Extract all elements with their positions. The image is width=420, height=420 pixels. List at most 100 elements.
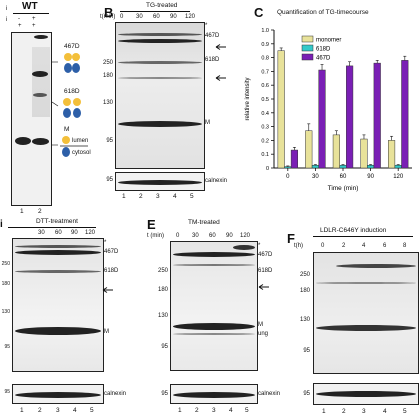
panel-e-time-90: 90 — [226, 233, 233, 239]
panel-b-lane-2: 2 — [139, 193, 143, 200]
panel-e-calnexin-label: calnexin — [258, 391, 281, 397]
panel-a-lane-2: 2 — [38, 208, 42, 215]
panel-e-mw-130: 130 — [157, 313, 168, 319]
panel-d-lane-5: 5 — [90, 407, 94, 414]
panel-e-lane-3: 3 — [212, 407, 216, 414]
panel-d-time-60: 60 — [55, 230, 62, 236]
x-tick-label: 30 — [312, 174, 319, 180]
group-underline — [13, 13, 49, 14]
lumen-label: lumen — [72, 138, 89, 144]
panel-f-title-rule — [313, 236, 413, 237]
panel-d-mw-180: 180 — [1, 281, 10, 287]
band-monomer — [173, 323, 255, 330]
panel-e-label: E — [147, 217, 156, 232]
panel-d-title-rule — [8, 227, 96, 228]
bar-618d-30 — [311, 164, 319, 169]
panel-e-lane-4: 4 — [229, 407, 233, 414]
panel-d-arrow-icon — [102, 287, 113, 293]
band-467d — [173, 252, 255, 257]
y-tick-label: 0.5 — [261, 97, 269, 103]
tg-timecourse-chart: 0 0.1 0.2 0.3 0.4 0.5 0.6 0.7 0.8 0.9 1.0 relative … — [245, 28, 412, 192]
panel-b-467d-label: 467D — [205, 33, 220, 39]
panel-e-m-label: M — [258, 322, 263, 328]
panel-d-mw-130: 130 — [1, 309, 10, 315]
panel-d-lane-3: 3 — [56, 407, 60, 414]
panel-d-time-90: 90 — [71, 230, 78, 236]
band-618d — [33, 93, 47, 97]
bar-618d-120 — [394, 164, 402, 169]
panel-d-label: i — [0, 219, 3, 230]
panel-b-label: B — [104, 5, 114, 20]
panel-b-calnexin-blot — [115, 172, 205, 191]
band-monomer — [15, 327, 101, 335]
panel-f-lane-2: 2 — [342, 408, 346, 415]
panel-b-mw-250: 250 — [102, 60, 113, 66]
panel-d-mw-95-bottom: 95 — [4, 389, 10, 395]
panel-f-time-2: 2 — [342, 243, 346, 249]
panel-f-lane-5: 5 — [403, 408, 407, 415]
panel-b-title: TG-treated — [146, 2, 178, 9]
panel-e-blot — [170, 241, 258, 371]
panel-d-618d-label: 618D — [104, 268, 119, 274]
panel-d-mw-95: 95 — [4, 344, 10, 350]
x-tick-label: 0 — [286, 174, 290, 180]
panel-b-time-120: 120 — [185, 14, 196, 20]
panel-b-618d-label: 618D — [205, 57, 220, 63]
panel-e-467d-label: 467D — [258, 252, 273, 258]
y-tick-label: 0.9 — [261, 42, 269, 48]
panel-f-time-4: 4 — [362, 243, 366, 249]
panel-d-467d-label: 467D — [104, 249, 119, 255]
bar-467d-90 — [373, 62, 381, 169]
panel-b-mw-180: 180 — [102, 73, 113, 79]
panel-d-lane-1: 1 — [20, 407, 24, 414]
band-618d — [118, 61, 202, 64]
band-618d — [173, 264, 255, 266]
panel-a-row-mark-2: i — [6, 17, 8, 23]
panel-e-time-30: 30 — [192, 233, 199, 239]
panel-b-lane-3: 3 — [156, 193, 160, 200]
band-monomer-lane2 — [32, 138, 49, 145]
legend-label-monomer: monomer — [316, 38, 341, 44]
band-calnexin — [173, 392, 255, 398]
panel-f-mw-180: 180 — [299, 288, 310, 294]
panel-f-time-8: 8 — [403, 243, 407, 249]
panel-e-time-120: 120 — [240, 233, 251, 239]
panel-b-arrows-icon — [215, 44, 226, 81]
schematic-467d-label: 467D — [64, 43, 80, 50]
panel-b-lane-4: 4 — [173, 193, 177, 200]
panel-b-time-30: 30 — [136, 14, 143, 20]
bar-618d-90 — [367, 164, 375, 169]
panel-b-time-label: t(min) — [100, 14, 116, 20]
panel-e-lane-2: 2 — [195, 407, 199, 414]
bar-467d-120 — [401, 60, 409, 169]
bar-618d-60 — [339, 164, 347, 169]
panel-f-mw-95-bottom: 95 — [303, 391, 310, 397]
band-unglycosylated — [173, 333, 255, 335]
x-tick-label: 60 — [340, 174, 347, 180]
panel-e-mw-250: 250 — [157, 268, 168, 274]
band-calnexin — [15, 392, 101, 398]
bar-monomer-60 — [332, 134, 340, 169]
schematic-618d-label: 618D — [64, 88, 80, 95]
legend-label-467d: 467D — [316, 56, 331, 62]
panel-e-star: * — [258, 243, 261, 249]
band-star — [34, 35, 48, 39]
panel-e-lane-1: 1 — [178, 407, 182, 414]
band-467d — [32, 71, 48, 77]
bar-monomer-30 — [305, 130, 313, 169]
panel-f-mw-95: 95 — [303, 348, 310, 354]
panel-d-star: * — [104, 240, 107, 246]
panel-d-time-30: 30 — [38, 230, 45, 236]
bar-monomer-120 — [388, 140, 396, 169]
legend-swatch-467d — [301, 53, 314, 61]
panel-e-ung-label: ung — [258, 331, 269, 337]
panel-a-blot — [11, 32, 52, 206]
panel-f-title: LDLR-C646Y induction — [320, 227, 387, 234]
panel-b-lane-1: 1 — [122, 193, 126, 200]
panel-a-group-label: WT — [22, 1, 38, 12]
band-monomer — [316, 325, 416, 331]
panel-f-label: F — [287, 231, 295, 246]
panel-b-mw-95: 95 — [106, 138, 113, 144]
panel-f-lane-4: 4 — [383, 408, 387, 415]
panel-d-mw-250: 250 — [1, 261, 10, 267]
